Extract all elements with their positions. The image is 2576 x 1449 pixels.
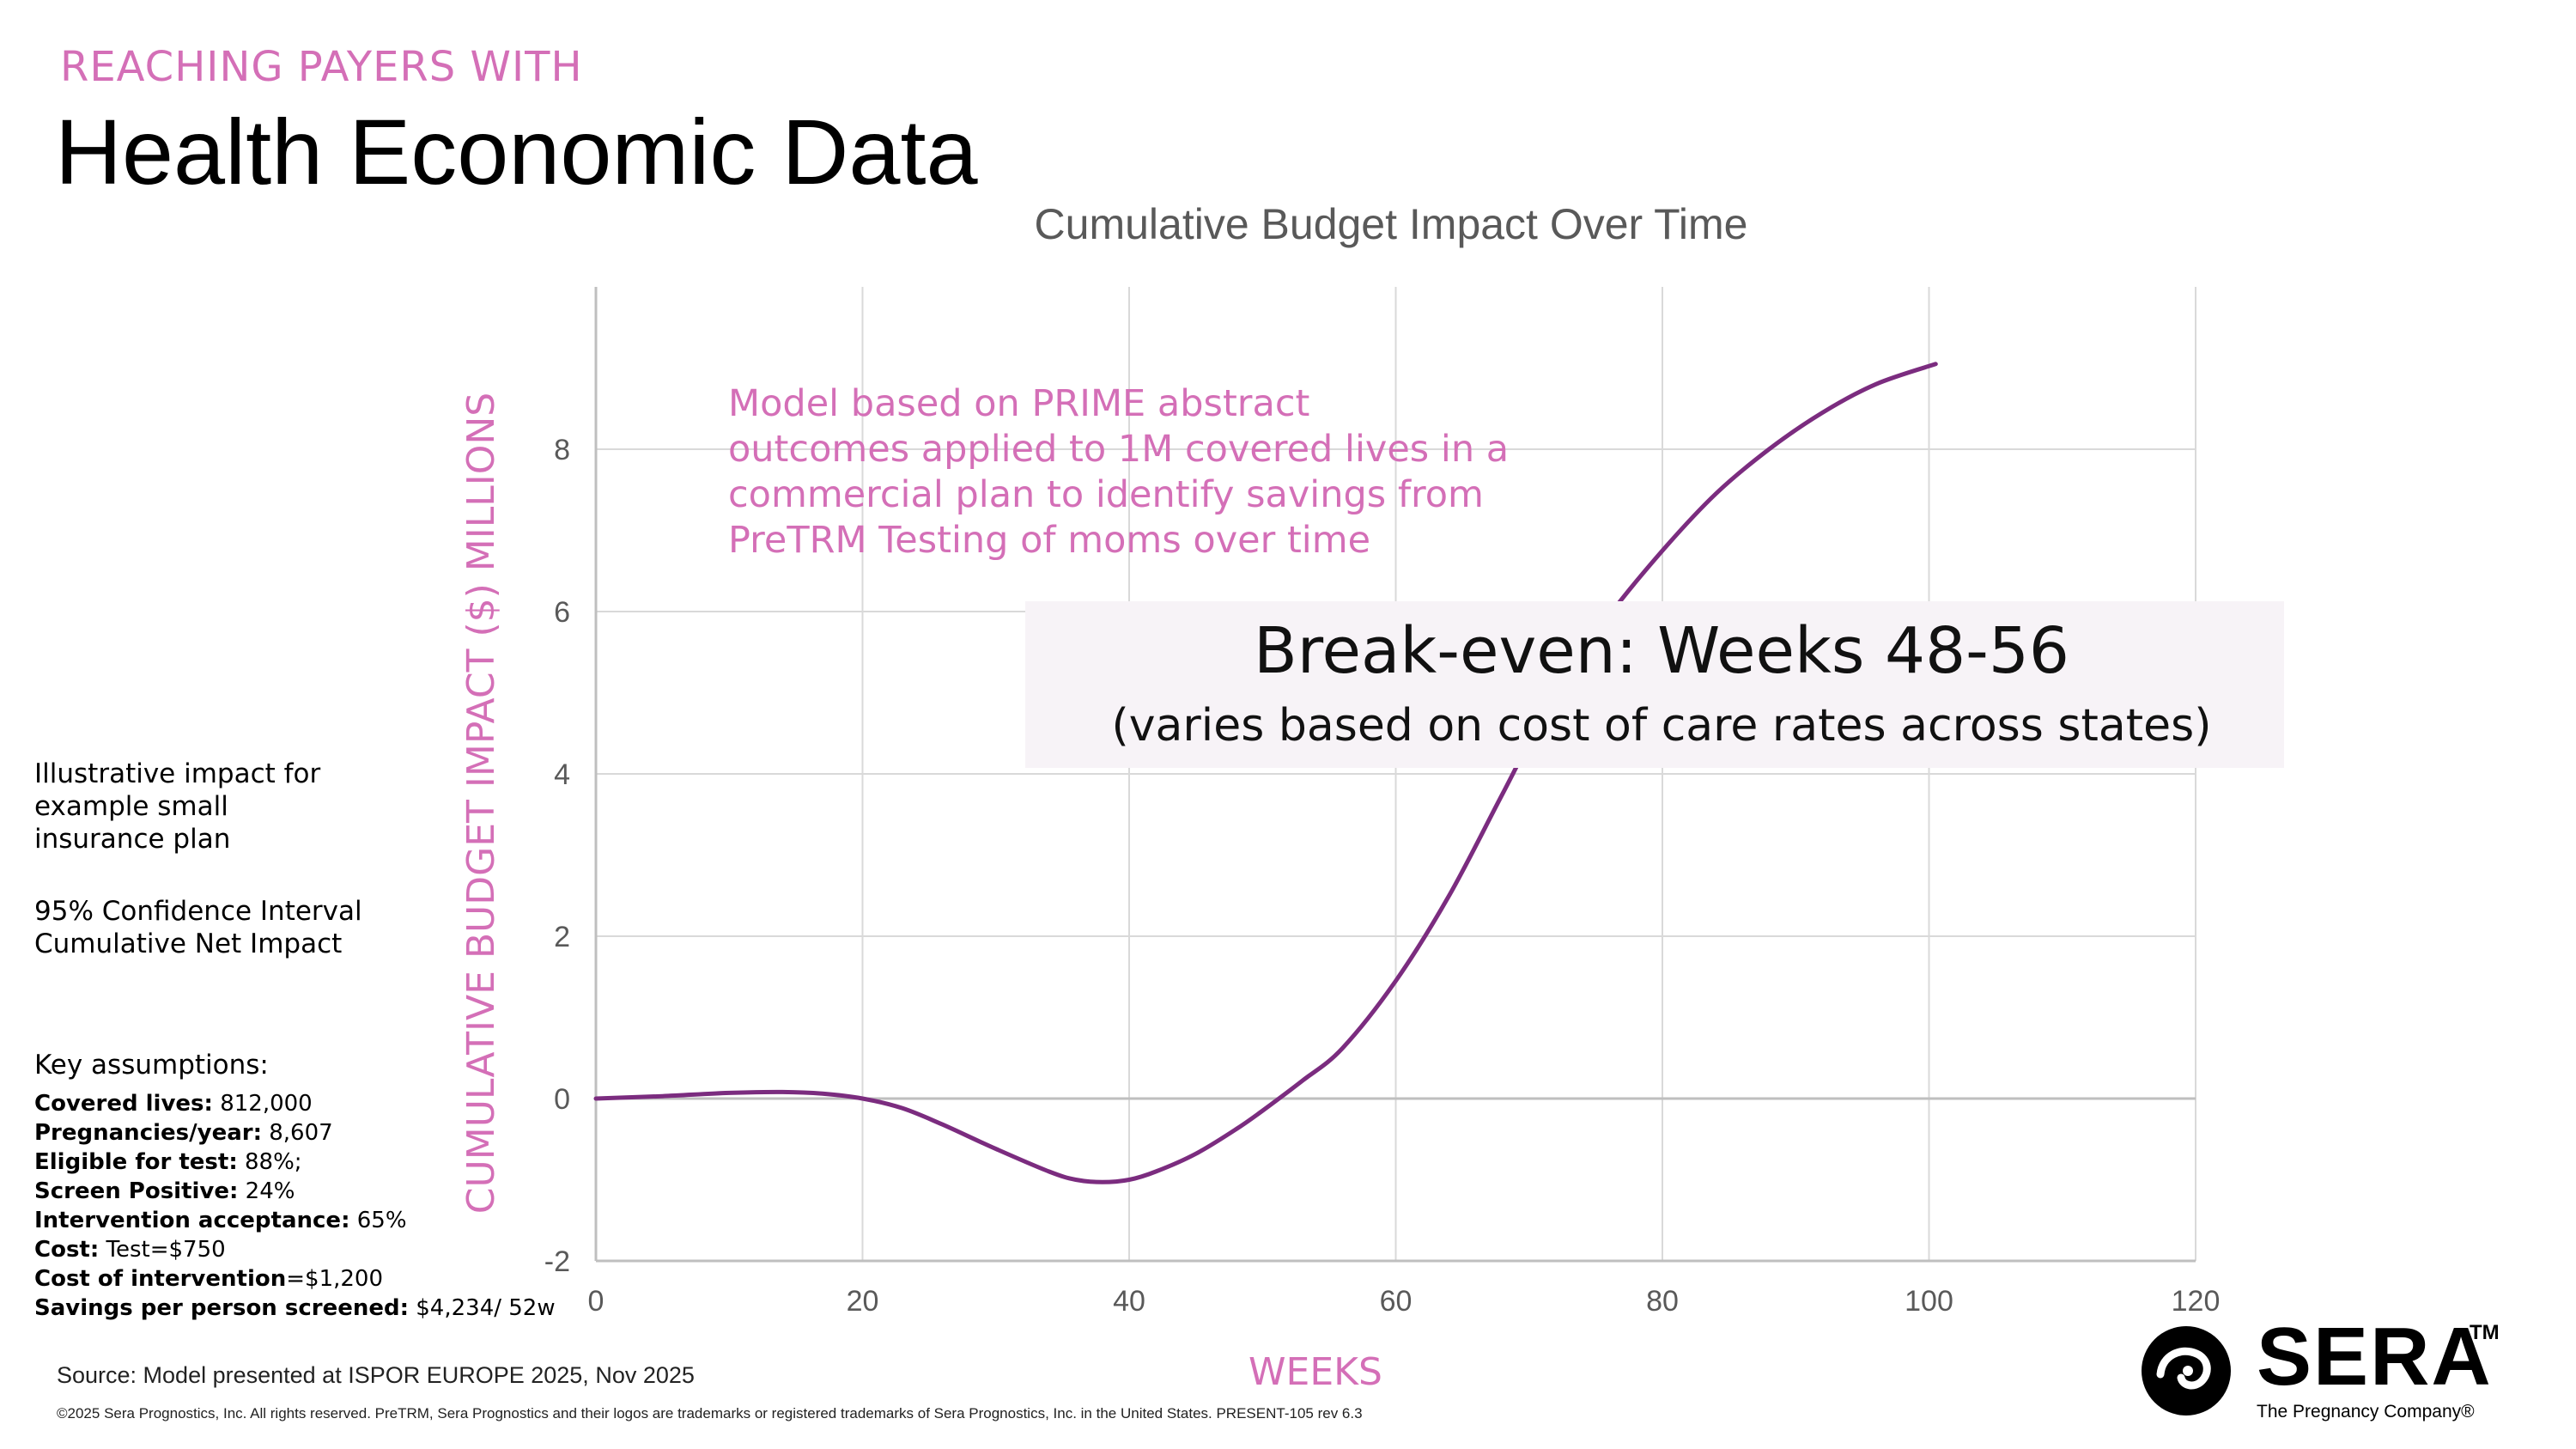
assumption-value: $4,234/ 52w <box>409 1295 556 1321</box>
y-tick-label: 8 <box>554 434 570 466</box>
chart-title: Cumulative Budget Impact Over Time <box>1035 200 1748 248</box>
sera-logo-icon <box>2142 1326 2231 1416</box>
callout-subtitle: (varies based on cost of care rates acro… <box>1111 700 2211 752</box>
series-line-cumulative-net-impact <box>593 362 1938 1184</box>
assumption-label: Eligible for test: <box>34 1149 238 1175</box>
x-tick-label: 40 <box>1113 1285 1145 1318</box>
illustrative-note: Illustrative impact for example small in… <box>34 758 395 855</box>
assumption-value: =$1,200 <box>286 1266 384 1292</box>
x-tick-label: 120 <box>2172 1285 2221 1318</box>
y-tick-label: 0 <box>554 1083 570 1116</box>
assumption-item: Screen Positive: 24% <box>34 1177 556 1206</box>
assumption-value: 24% <box>238 1178 295 1204</box>
assumption-item: Pregnancies/year: 8,607 <box>34 1118 556 1148</box>
assumption-item: Cost of intervention=$1,200 <box>34 1264 556 1294</box>
assumption-item: Covered lives: 812,000 <box>34 1089 556 1118</box>
callout-title: Break-even: Weeks 48-56 <box>1254 614 2069 688</box>
x-tick-label: 80 <box>1646 1285 1679 1318</box>
y-tick-label: -2 <box>544 1245 570 1278</box>
confidence-note: 95% Confidence Interval Cumulative Net I… <box>34 895 412 960</box>
kicker-text: REACHING PAYERS WITH <box>60 43 583 91</box>
assumption-label: Screen Positive: <box>34 1178 239 1204</box>
logo-wordmark: SERA <box>2257 1311 2493 1403</box>
source-note: Source: Model presented at ISPOR EUROPE … <box>57 1362 695 1388</box>
assumptions-list: Covered lives: 812,000 Pregnancies/year:… <box>34 1089 556 1323</box>
assumption-label: Intervention acceptance: <box>34 1208 350 1233</box>
legal-note: ©2025 Sera Prognostics, Inc. All rights … <box>57 1405 1363 1422</box>
y-tick-label: 6 <box>554 596 570 629</box>
callout-box <box>1025 601 2284 768</box>
y-tick-label: 2 <box>554 921 570 953</box>
illustrative-line-1: Illustrative impact for <box>34 758 321 789</box>
assumption-item: Cost: Test=$750 <box>34 1235 556 1264</box>
assumption-label: Covered lives: <box>34 1091 213 1117</box>
assumption-value: Test=$750 <box>99 1237 226 1263</box>
assumption-item: Eligible for test: 88%; <box>34 1148 556 1177</box>
logo-tagline: The Pregnancy Company® <box>2257 1402 2475 1422</box>
model-note-line: commercial plan to identify savings from <box>728 473 1484 516</box>
ci-line-2: Cumulative Net Impact <box>34 928 343 959</box>
y-axis-title: CUMULATIVE BUDGET IMPACT ($) MILLIONS <box>459 393 503 1214</box>
x-axis-title: WEEKS <box>1249 1350 1382 1394</box>
assumption-label: Savings per person screened: <box>34 1295 409 1321</box>
model-note-line: Model based on PRIME abstract <box>728 382 1309 425</box>
assumption-value: 8,607 <box>261 1120 333 1146</box>
illustrative-line-3: insurance plan <box>34 824 231 855</box>
assumption-label: Cost: <box>34 1237 100 1263</box>
assumption-value: 88%; <box>237 1149 302 1175</box>
model-note-line: outcomes applied to 1M covered lives in … <box>728 428 1509 471</box>
x-tick-label: 20 <box>847 1285 879 1318</box>
assumption-label: Pregnancies/year: <box>34 1120 262 1146</box>
key-assumptions-title: Key assumptions: <box>34 1050 269 1081</box>
model-note-line: PreTRM Testing of moms over time <box>728 519 1370 562</box>
y-tick-label: 4 <box>554 758 570 791</box>
assumption-value: 65% <box>349 1208 407 1233</box>
assumption-item: Savings per person screened: $4,234/ 52w <box>34 1294 556 1323</box>
assumption-label: Cost of intervention <box>34 1266 287 1292</box>
x-tick-label: 100 <box>1905 1285 1953 1318</box>
illustrative-line-2: example small <box>34 791 228 822</box>
logo-trademark: TM <box>2470 1321 2500 1344</box>
page-title: Health Economic Data <box>55 100 978 204</box>
x-tick-label: 0 <box>588 1285 605 1318</box>
x-tick-label: 60 <box>1380 1285 1413 1318</box>
assumption-value: 812,000 <box>212 1091 313 1117</box>
assumption-item: Intervention acceptance: 65% <box>34 1206 556 1235</box>
ci-line-1: 95% Confidence Interval <box>34 896 362 927</box>
